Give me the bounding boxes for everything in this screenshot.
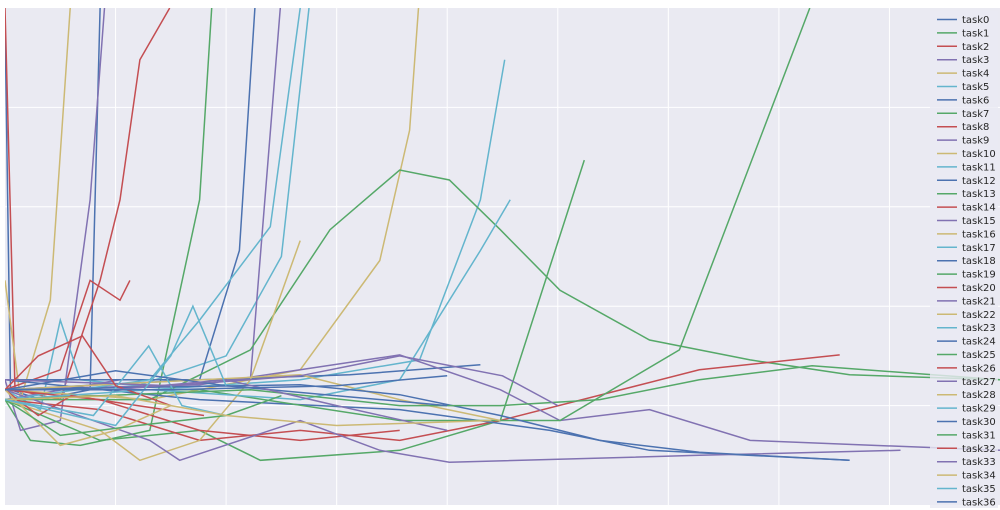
legend-entry: task33: [937, 457, 996, 468]
series-line-task1: [5, 8, 213, 447]
legend-label: task1: [962, 28, 989, 39]
legend-entry: task36: [937, 497, 996, 508]
legend-entry: task18: [937, 256, 996, 267]
legend-entry: task9: [937, 136, 989, 147]
series-line-task25: [5, 365, 1000, 407]
series-lines: [5, 8, 1000, 464]
legend-entry: task35: [937, 484, 996, 495]
legend-entry: task23: [937, 323, 996, 334]
legend-label: task26: [962, 363, 996, 374]
series-line-task24: [5, 383, 850, 462]
series-line-task17: [5, 8, 301, 401]
series-line-task15: [5, 354, 1000, 452]
legend-entry: task1: [937, 28, 989, 39]
legend-entry: task17: [937, 243, 996, 254]
legend-label: task5: [962, 82, 989, 93]
legend-entry: task20: [937, 283, 996, 294]
series-line-task3: [5, 8, 106, 432]
legend-entry: task2: [937, 42, 989, 53]
legend-label: task18: [962, 256, 996, 267]
series-line-task35: [5, 304, 227, 427]
legend-entry: task6: [937, 95, 989, 106]
legend-label: task9: [962, 136, 989, 147]
series-line-task26: [5, 389, 205, 417]
legend-entry: task22: [937, 310, 996, 321]
legend-entry: task31: [937, 430, 996, 441]
legend-label: task7: [962, 109, 989, 120]
legend-entry: task28: [937, 390, 996, 401]
legend-entry: task34: [937, 471, 996, 482]
legend-label: task21: [962, 296, 996, 307]
series-line-task4: [5, 8, 71, 400]
legend-label: task14: [962, 203, 996, 214]
legend-label: task12: [962, 176, 996, 187]
legend-entry: task10: [937, 149, 996, 160]
series-line-task36: [5, 375, 448, 391]
legend-label: task25: [962, 350, 996, 361]
legend-entry: task32: [937, 444, 996, 455]
legend-label: task17: [962, 243, 996, 254]
legend-label: task2: [962, 42, 989, 53]
legend-entry: task25: [937, 350, 996, 361]
series-line-task32: [5, 335, 172, 407]
legend-label: task15: [962, 216, 996, 227]
legend-entry: task24: [937, 337, 996, 348]
legend-entry: task16: [937, 229, 996, 240]
legend-label: task3: [962, 55, 989, 66]
legend-entry: task26: [937, 363, 996, 374]
series-line-task31: [5, 394, 282, 437]
legend-entry: task14: [937, 203, 996, 214]
legend-label: task34: [962, 471, 996, 482]
legend-label: task27: [962, 377, 996, 388]
legend-entry: task11: [937, 162, 996, 173]
legend-label: task4: [962, 69, 989, 80]
legend-entry: task12: [937, 176, 996, 187]
legend-entry: task27: [937, 377, 996, 388]
series-line-task8: [5, 279, 131, 391]
series-line-task16: [5, 240, 301, 462]
legend-label: task32: [962, 444, 996, 455]
legend-entry: task30: [937, 417, 996, 428]
legend-label: task20: [962, 283, 996, 294]
legend-entry: task0: [937, 15, 989, 26]
legend-label: task33: [962, 457, 996, 468]
legend: task0 task1 task2 task3 task4 task5 task6 task7…: [930, 11, 998, 508]
series-line-task27: [5, 355, 559, 407]
legend-box: [930, 11, 998, 508]
legend-entry: task7: [937, 109, 989, 120]
legend-label: task24: [962, 337, 996, 348]
legend-label: task16: [962, 229, 996, 240]
legend-label: task19: [962, 270, 996, 281]
legend-label: task8: [962, 122, 989, 133]
legend-label: task30: [962, 417, 996, 428]
series-line-task21: [5, 388, 901, 464]
plot-background: [5, 8, 1000, 505]
legend-label: task6: [962, 95, 989, 106]
legend-entry: task5: [937, 82, 989, 93]
legend-label: task28: [962, 390, 996, 401]
legend-entry: task4: [937, 69, 989, 80]
series-line-task22: [5, 374, 501, 422]
series-line-task34: [5, 394, 492, 427]
legend-entry: task8: [937, 122, 989, 133]
legend-label: task23: [962, 323, 996, 334]
legend-entry: task3: [937, 55, 989, 66]
legend-entry: task29: [937, 404, 996, 415]
legend-entry: task21: [937, 296, 996, 307]
legend-label: task35: [962, 484, 996, 495]
legend-label: task29: [962, 404, 996, 415]
series-line-task29: [5, 344, 227, 417]
legend-entry: task13: [937, 189, 996, 200]
legend-label: task0: [962, 15, 989, 26]
legend-label: task31: [962, 430, 996, 441]
legend-label: task10: [962, 149, 996, 160]
legend-entry: task19: [937, 270, 996, 281]
legend-label: task36: [962, 497, 996, 508]
legend-label: task11: [962, 162, 996, 173]
legend-label: task13: [962, 189, 996, 200]
legend-entry: task15: [937, 216, 996, 227]
legend-label: task22: [962, 310, 996, 321]
